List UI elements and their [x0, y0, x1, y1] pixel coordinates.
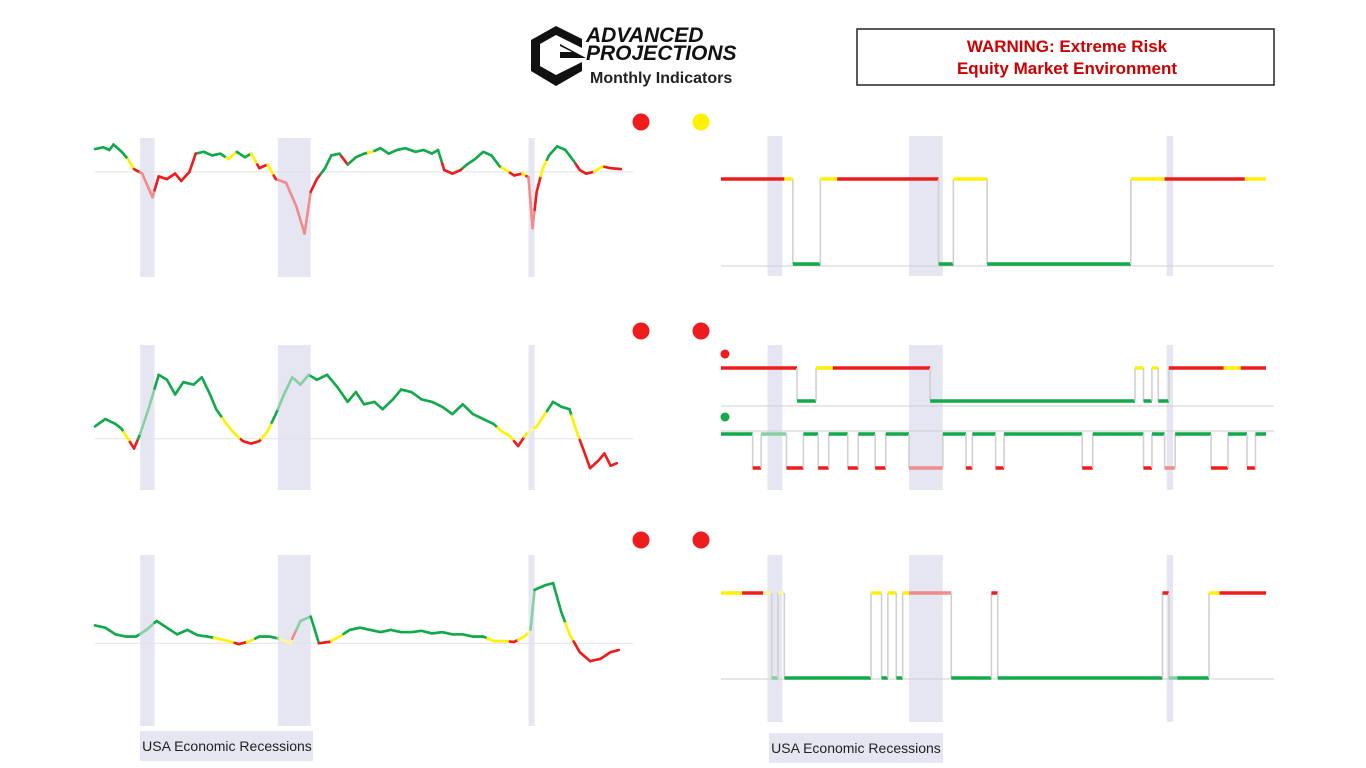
- series-line-segment: [529, 608, 534, 632]
- status-dot-red: [692, 531, 710, 549]
- recession-band: [767, 555, 783, 722]
- warning-frame: [856, 28, 1275, 86]
- recession-legend-swatch: [140, 731, 313, 761]
- chart-si: [692, 322, 1274, 490]
- recession-band: [140, 138, 155, 277]
- recession-band: [140, 555, 155, 726]
- recession-band: [1166, 555, 1174, 722]
- recession-band: [909, 555, 943, 722]
- chart-pm: [692, 113, 1274, 276]
- recession-band: [140, 345, 155, 490]
- recession-band: [277, 138, 311, 277]
- series-line-segment: [537, 174, 543, 186]
- recession-legend-swatch: [769, 733, 943, 763]
- status-dot-red: [692, 322, 710, 340]
- status-dot-red: [632, 322, 650, 340]
- series-line-segment: [535, 182, 541, 194]
- warning-box: WARNING: Extreme Risk Equity Market Envi…: [856, 28, 1275, 86]
- recession-band: [277, 345, 311, 490]
- indicator-charts: [93, 113, 1274, 726]
- sub-legend-dot: [720, 349, 730, 359]
- recession-band: [528, 555, 535, 726]
- recession-band: [767, 136, 783, 276]
- series-line-segment: [531, 208, 536, 230]
- chart-yc: [93, 322, 650, 490]
- series-line-segment: [615, 648, 621, 652]
- sub-legend-dot: [720, 412, 730, 422]
- logo-arrow-icon: [560, 44, 586, 58]
- status-dot-red: [632, 531, 650, 549]
- warning-line-1: WARNING: Extreme Risk: [967, 37, 1168, 56]
- series-line-segment: [527, 175, 532, 205]
- chart-li: [93, 113, 650, 277]
- series-line-segment: [613, 461, 619, 466]
- chart-ms: [93, 531, 650, 726]
- series-line-segment: [531, 588, 536, 612]
- recession-legend-right: USA Economic Recessions: [769, 733, 943, 763]
- series-line-segment: [307, 190, 312, 208]
- brand-logo: ADVANCED PROJECTIONS Monthly Indicators: [531, 24, 737, 87]
- logo-mark-icon: [531, 26, 582, 86]
- recession-legend-label: USA Economic Recessions: [142, 738, 312, 754]
- recession-band: [528, 345, 535, 490]
- warning-line-2: Equity Market Environment: [957, 59, 1177, 78]
- recession-band: [1166, 345, 1174, 490]
- recession-legend-left: USA Economic Recessions: [140, 731, 313, 761]
- chart-fd: [692, 531, 1274, 722]
- series-line-segment: [533, 190, 538, 212]
- series-line-segment: [305, 204, 310, 221]
- status-dot-yellow: [692, 113, 710, 131]
- recession-band: [767, 345, 783, 490]
- brand-line-1: ADVANCED: [585, 24, 703, 47]
- series-line-segment: [303, 218, 308, 235]
- status-dot-red: [632, 113, 650, 131]
- recession-legend-label: USA Economic Recessions: [771, 740, 941, 756]
- recession-band: [1166, 136, 1174, 276]
- series-line-segment: [539, 166, 545, 178]
- page-subtitle: Monthly Indicators: [590, 70, 732, 87]
- recession-band: [909, 136, 943, 276]
- brand-line-2: PROJECTIONS: [586, 42, 737, 65]
